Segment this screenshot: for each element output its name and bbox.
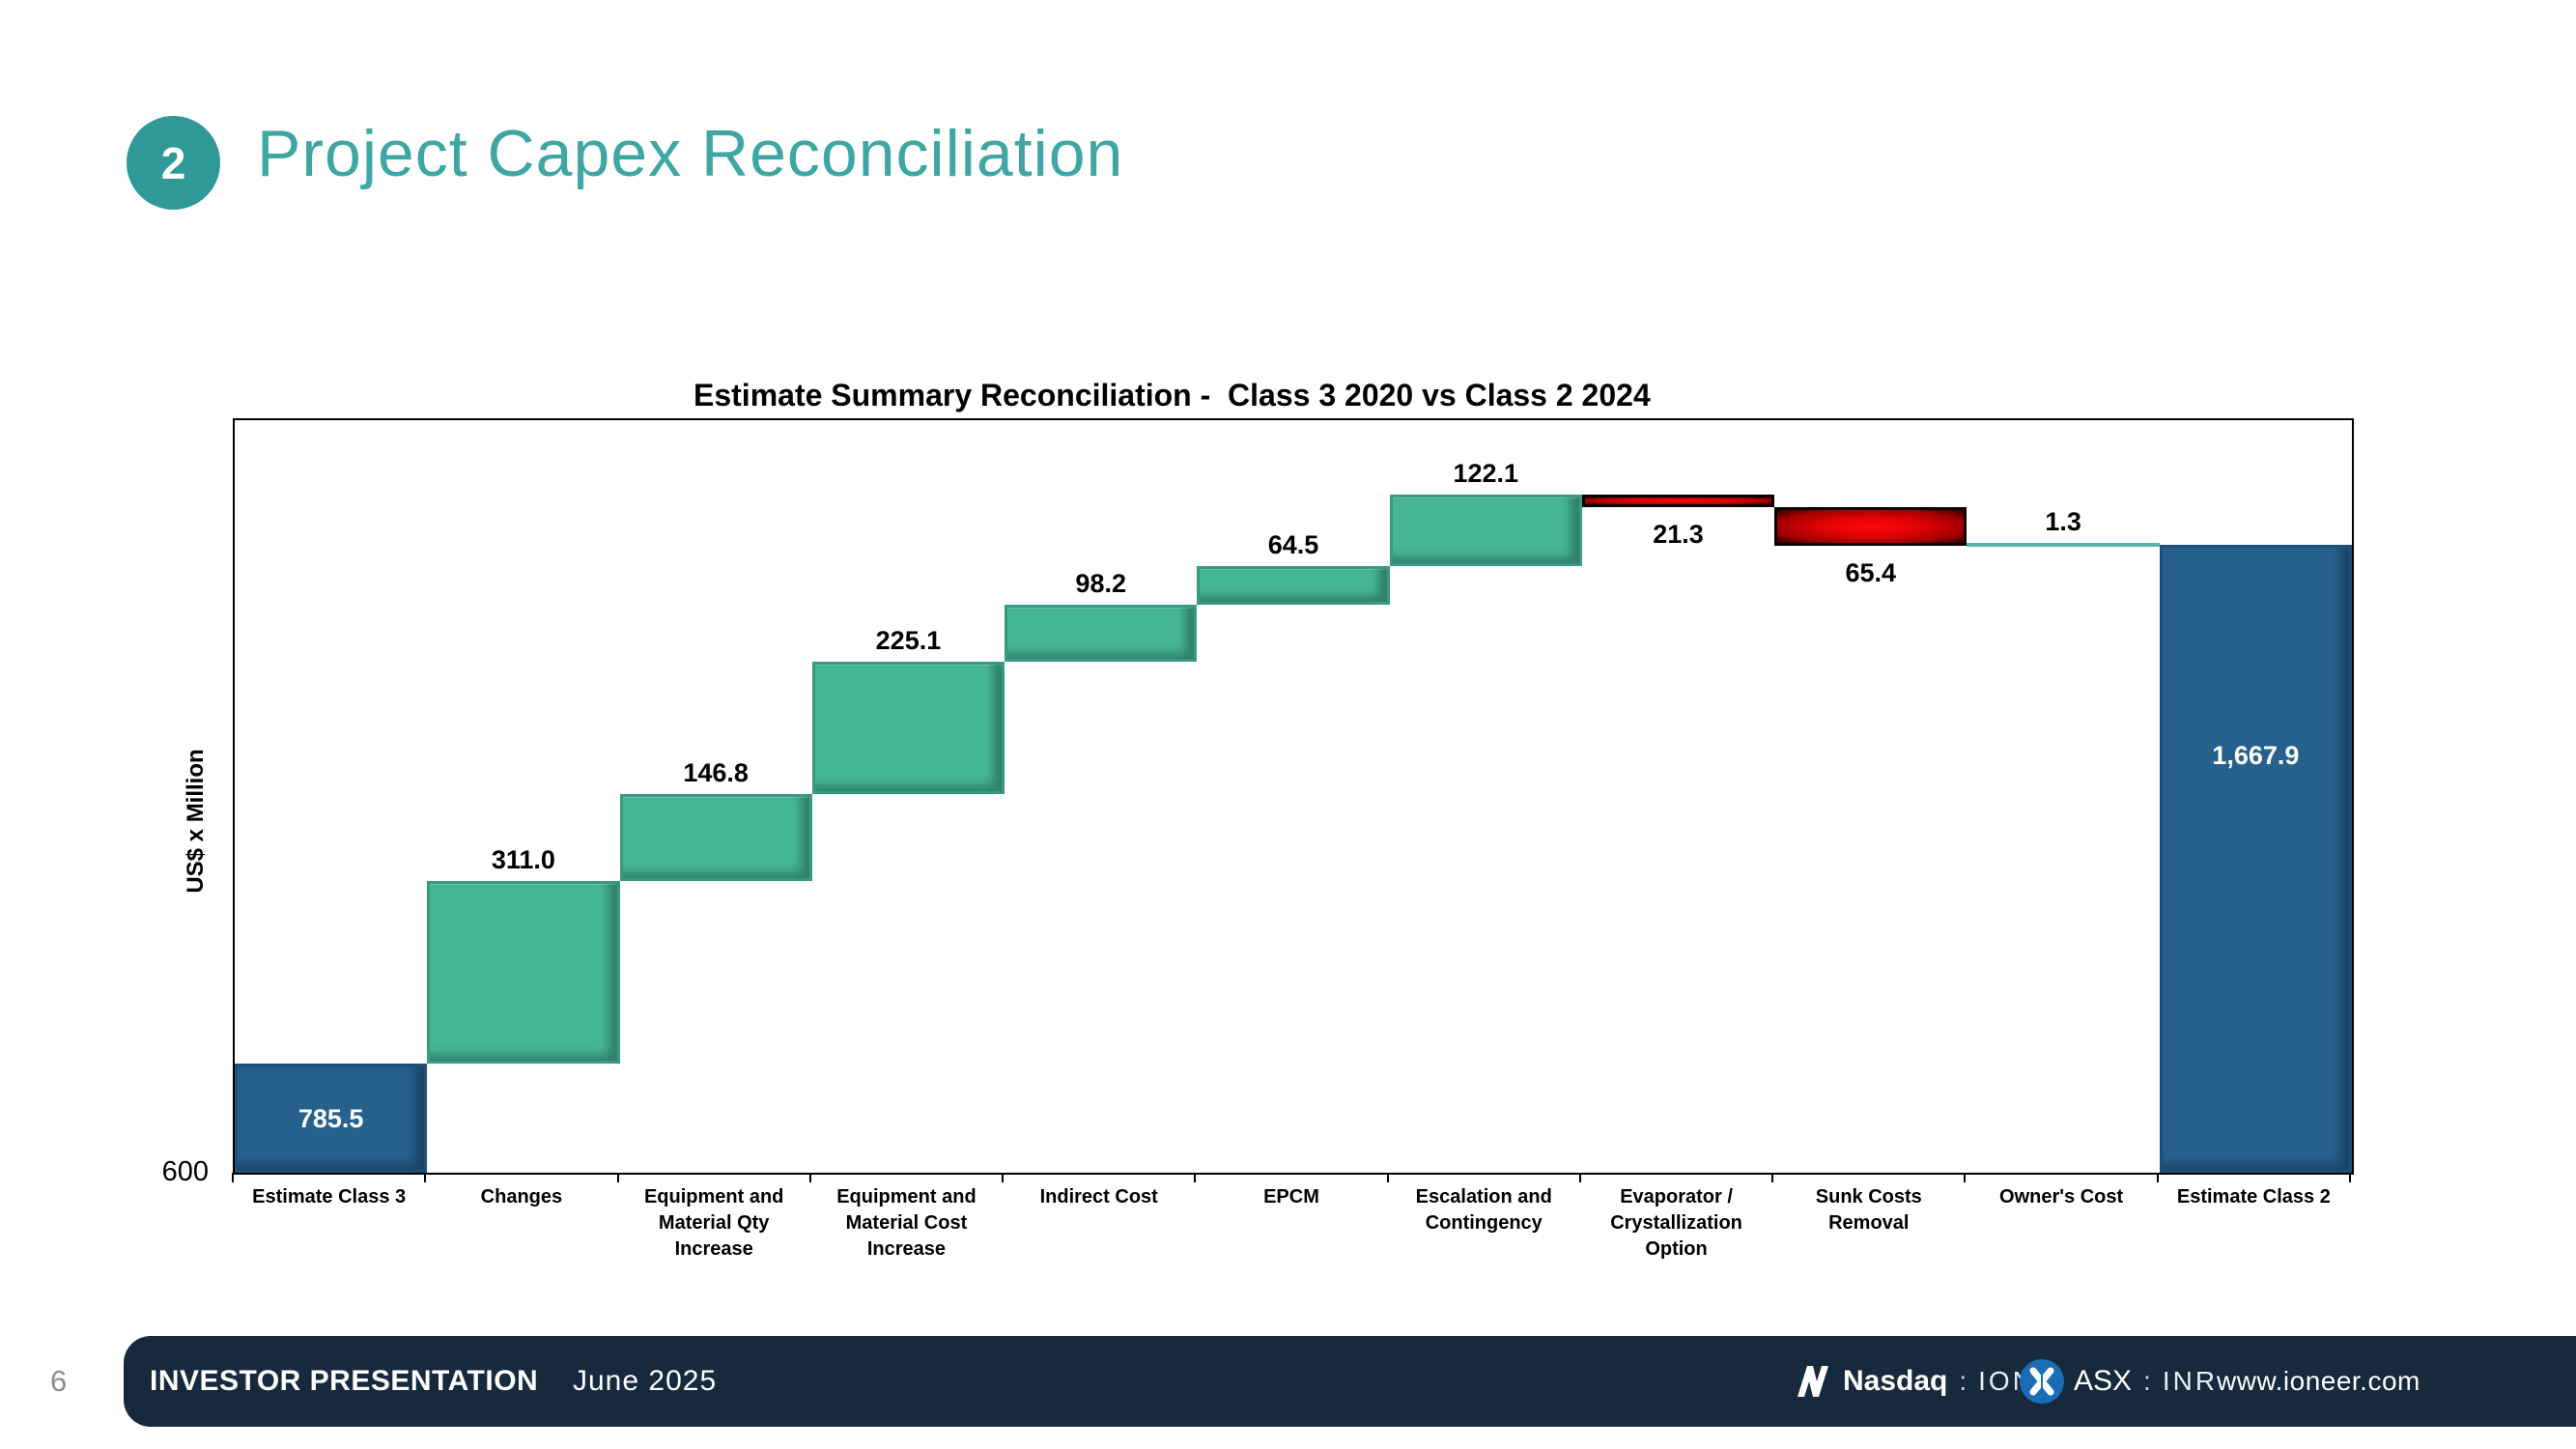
nasdaq-listing: Nasdaq : IONR <box>1793 1362 2057 1401</box>
website-url: www.ioneer.com <box>2217 1366 2420 1396</box>
x-axis-tick <box>424 1173 427 1182</box>
waterfall-bar-1 <box>235 1064 428 1173</box>
bar-value-label: 1,667.9 <box>2212 740 2300 770</box>
x-axis-tick <box>808 1173 811 1182</box>
x-axis-tick <box>2349 1173 2351 1182</box>
x-axis-tick <box>1964 1173 1967 1182</box>
waterfall-bar-6 <box>1197 566 1390 605</box>
waterfall-bar-7 <box>1389 495 1582 567</box>
x-axis-category-label: Sunk Costs Removal <box>1815 1186 1922 1234</box>
bar-value-label: 21.3 <box>1653 520 1704 550</box>
x-axis-category-label: Estimate Class 3 <box>252 1186 407 1208</box>
x-axis-category-label: Indirect Cost <box>1039 1186 1158 1208</box>
waterfall-plot-area: 785.5 311.0 146.8 225.1 98.2 64.5 122.1 21.3 65.… <box>233 418 2354 1175</box>
chart-title: Estimate Summary Reconciliation - Class … <box>694 378 1651 412</box>
bar-value-label: 785.5 <box>297 1103 364 1133</box>
x-axis-tick <box>2156 1173 2159 1182</box>
bar-value-label: 146.8 <box>683 758 749 788</box>
waterfall-bar-10 <box>1967 543 2160 548</box>
nasdaq-logo-icon <box>1798 1366 1828 1397</box>
x-axis-category-label: Changes <box>480 1186 563 1208</box>
x-axis-category-label: Escalation and Contingency <box>1415 1186 1552 1234</box>
x-axis-category-label: Evaporator / Crystallization Option <box>1610 1186 1742 1260</box>
bar-value-label: 65.4 <box>1845 557 1897 587</box>
footer-presentation-label: INVESTOR PRESENTATION <box>150 1365 539 1397</box>
waterfall-bar-11 <box>2159 545 2352 1173</box>
bar-value-label: 64.5 <box>1267 530 1319 560</box>
section-number: 2 <box>160 137 186 188</box>
waterfall-bar-8 <box>1581 495 1775 508</box>
nasdaq-name: Nasdaq <box>1843 1365 1948 1397</box>
bar-value-label: 225.1 <box>875 626 942 656</box>
x-axis-category-label: Equipment and Material Qty Increase <box>643 1186 784 1260</box>
page-number: 6 <box>50 1364 68 1398</box>
asx-name: ASX <box>2074 1365 2133 1397</box>
bar-value-label: 98.2 <box>1075 568 1126 598</box>
waterfall-bar-9 <box>1774 507 1967 546</box>
asx-separator: : <box>2143 1366 2151 1396</box>
x-axis-tick <box>232 1173 234 1182</box>
footer-date: June 2025 <box>573 1365 718 1397</box>
y-axis-title: US$ x Million <box>183 749 209 894</box>
y-axis-tick-label: 600 <box>161 1156 209 1187</box>
nasdaq-separator: : <box>1959 1366 1967 1396</box>
x-axis-tick <box>1578 1173 1581 1182</box>
asx-listing: ASX : INR <box>2020 1359 2218 1404</box>
waterfall-bar-4 <box>811 662 1005 795</box>
x-axis-tick <box>1386 1173 1389 1182</box>
x-axis-category-label: EPCM <box>1263 1186 1319 1208</box>
x-axis-category-label: Estimate Class 2 <box>2176 1186 2331 1208</box>
footer-bar: INVESTOR PRESENTATION June 2025 Nasdaq :… <box>124 1336 2576 1427</box>
bar-value-label: 122.1 <box>1453 459 1519 489</box>
bar-value-label: 311.0 <box>491 844 555 874</box>
asx-logo-icon <box>2020 1359 2064 1404</box>
page-title: Project Capex Reconciliation <box>257 117 1124 190</box>
waterfall-bar-5 <box>1005 604 1198 663</box>
asx-ticker: INR <box>2162 1366 2219 1396</box>
x-axis-tick <box>1771 1173 1774 1182</box>
section-number-badge: 2 <box>127 116 220 210</box>
waterfall-bar-3 <box>619 794 812 881</box>
x-axis-tick <box>616 1173 619 1182</box>
x-axis-tick <box>1002 1173 1005 1182</box>
waterfall-bar-2 <box>427 880 620 1065</box>
x-axis-tick <box>1194 1173 1197 1182</box>
x-axis-category-label: Owner's Cost <box>1999 1186 2124 1208</box>
x-axis-category-label: Equipment and Material Cost Increase <box>836 1186 977 1260</box>
bar-value-label: 1.3 <box>2045 507 2081 537</box>
